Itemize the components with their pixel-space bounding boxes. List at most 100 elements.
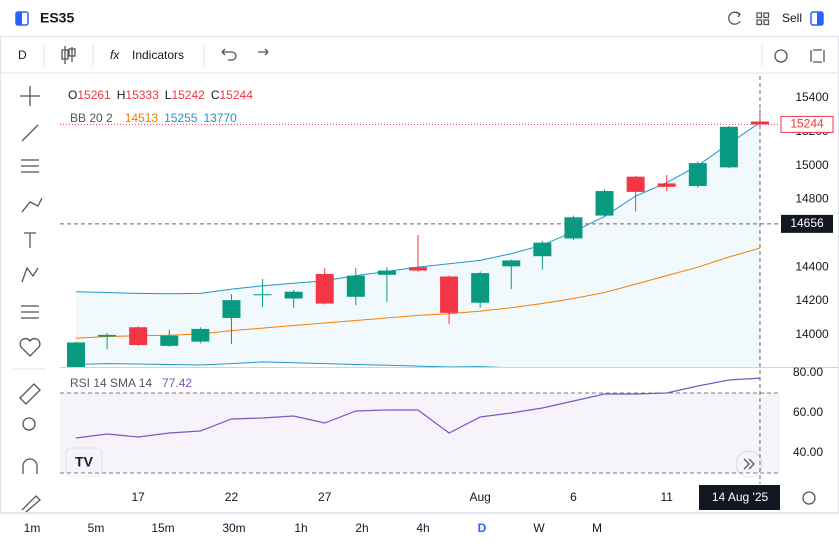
svg-text:TV: TV [75, 454, 94, 470]
y-tick-label: 14000 [795, 327, 829, 341]
indicator-value: 13770 [203, 111, 237, 125]
y-tick-label: 80.00 [793, 365, 823, 379]
indicators-button[interactable]: Indicators [132, 48, 184, 62]
candle-body [688, 163, 707, 186]
drawing-tools [14, 86, 46, 513]
x-tick-label: 11 [660, 490, 673, 504]
candle-body [222, 300, 241, 318]
y-tick-label: 14400 [795, 259, 829, 273]
crosshair-price-box [781, 214, 833, 233]
y-tick-label: 15400 [795, 90, 829, 104]
prediction-tool[interactable] [21, 305, 39, 319]
ohlc-value: 15244 [220, 88, 254, 102]
undo-icon[interactable] [221, 48, 237, 61]
candle-body [533, 242, 552, 257]
indicator-label: BB 20 2 [70, 111, 113, 125]
candle-body [408, 267, 427, 271]
bb-line [75, 361, 503, 367]
last-price-box [780, 115, 834, 133]
crosshair-price: 14656 [790, 216, 824, 230]
timeframe-button[interactable]: 1h [294, 521, 307, 535]
layout-icon[interactable] [756, 12, 770, 26]
bb-fill [76, 122, 760, 367]
candle-body [377, 270, 396, 275]
indicator-value: 77.42 [162, 376, 192, 390]
favorites-tool[interactable] [19, 337, 41, 357]
y-tick-label: 40.00 [793, 445, 823, 459]
symbol-icon[interactable] [15, 11, 29, 26]
settings-icon[interactable] [774, 49, 788, 63]
x-tick-label: Aug [469, 490, 490, 504]
ruler-tool[interactable] [19, 383, 41, 405]
crosshair-tool[interactable] [20, 86, 40, 106]
timeframe-button[interactable]: W [533, 521, 545, 535]
timeframe-bar: 1m 5m 15m 30m 1h 2h 4h D W M [24, 521, 602, 535]
x-tick-label: 17 [132, 490, 146, 504]
rsi-pane [60, 377, 780, 474]
brush-tool[interactable] [21, 197, 43, 213]
timeframe-button[interactable]: D [478, 521, 487, 535]
candle-body [440, 276, 459, 313]
indicator-label: RSI 14 SMA 14 [70, 376, 152, 390]
timeframe-button[interactable]: 1m [24, 521, 41, 535]
x-tick-label: 22 [225, 490, 239, 504]
trendline-tool[interactable] [21, 124, 39, 142]
magnet-tool[interactable] [22, 458, 38, 474]
refresh-icon[interactable] [728, 11, 741, 25]
sell-button[interactable]: Sell [782, 11, 802, 25]
timeframe-button[interactable]: 5m [88, 521, 105, 535]
ohlc-letter: O [68, 88, 77, 102]
chart-frame [0, 36, 839, 513]
fib-tool[interactable] [21, 159, 39, 173]
rsi-line [75, 377, 761, 439]
candle-body [502, 260, 521, 267]
candle-body [67, 342, 85, 367]
ohlc-letter: H [117, 88, 126, 102]
candle-body [626, 176, 645, 192]
candle-body [471, 273, 490, 303]
candle-body [284, 291, 303, 299]
y-tick-label: 60.00 [793, 405, 823, 419]
last-price-label: 15244 [790, 117, 824, 131]
rsi-band [60, 393, 780, 473]
candle-body [595, 191, 614, 216]
ohlc-value: 15261 [77, 88, 111, 102]
redo-icon[interactable] [258, 48, 269, 56]
chart-type-icon[interactable] [61, 46, 76, 64]
tv-logo: TV [65, 447, 103, 477]
header [0, 0, 839, 36]
y-tick-label: 14200 [795, 293, 829, 307]
timeframe-button[interactable]: M [592, 521, 602, 535]
bb-line [75, 247, 761, 339]
timeframe-button[interactable]: 30m [222, 521, 245, 535]
ohlc-letter: C [211, 88, 220, 102]
ohlc-value: 15242 [171, 88, 205, 102]
candle-body [98, 334, 117, 337]
candle-body [719, 126, 738, 168]
panel-toggle[interactable] [810, 11, 824, 26]
crosshair-date: 14 Aug '25 [712, 490, 769, 504]
timeframe-button[interactable]: 2h [355, 521, 368, 535]
timeframe-button[interactable]: 4h [416, 521, 429, 535]
ohlc-value: 15333 [125, 88, 159, 102]
fx-icon[interactable]: fx [110, 48, 120, 62]
interval[interactable]: D [18, 48, 27, 62]
crosshair-date-box [699, 485, 780, 510]
pattern-tool[interactable] [21, 266, 39, 283]
zoom-tool[interactable] [22, 417, 36, 431]
candle-body [657, 183, 676, 187]
scroll-button[interactable] [735, 450, 763, 478]
lock-tool[interactable] [21, 495, 41, 513]
text-tool[interactable] [24, 232, 36, 248]
indicator-value: 15255 [164, 111, 198, 125]
candle-body [160, 335, 179, 346]
candle-body [750, 121, 769, 125]
chart-settings[interactable] [802, 491, 816, 505]
x-tick-label: 6 [570, 490, 577, 504]
y-tick-label: 14800 [795, 192, 829, 206]
timeframe-button[interactable]: 15m [151, 521, 174, 535]
fullscreen-icon[interactable] [810, 49, 825, 63]
y-tick-label: 15000 [795, 158, 829, 172]
ohlc-letter: L [165, 88, 172, 102]
